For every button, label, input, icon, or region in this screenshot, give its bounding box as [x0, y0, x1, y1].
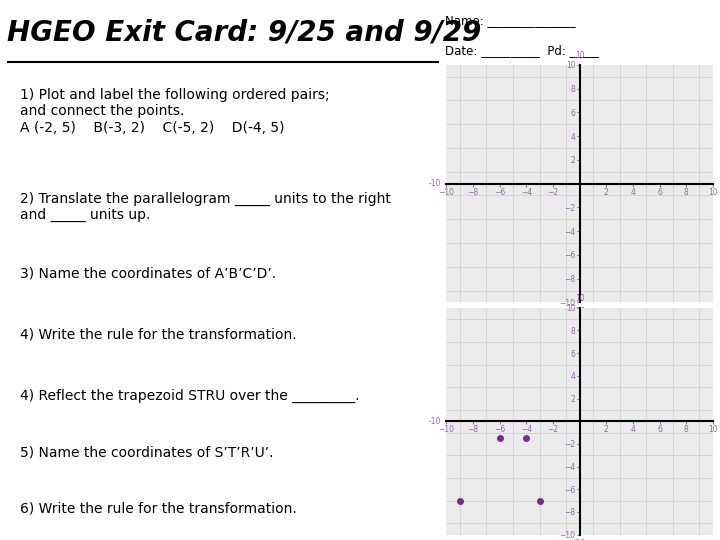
- Text: 1) Plot and label the following ordered pairs;
and connect the points.
A (-2, 5): 1) Plot and label the following ordered …: [20, 88, 330, 134]
- Text: HGEO Exit Card: 9/25 and 9/29: HGEO Exit Card: 9/25 and 9/29: [7, 18, 482, 46]
- Text: 5) Name the coordinates of S’T’R’U’.: 5) Name the coordinates of S’T’R’U’.: [20, 446, 274, 460]
- Text: 4) Reflect the trapezoid STRU over the _________.: 4) Reflect the trapezoid STRU over the _…: [20, 389, 360, 403]
- Text: Date: __________  Pd: _____: Date: __________ Pd: _____: [445, 44, 598, 57]
- Text: 4) Write the rule for the transformation.: 4) Write the rule for the transformation…: [20, 328, 297, 342]
- Text: 2) Translate the parallelogram _____ units to the right
and _____ units up.: 2) Translate the parallelogram _____ uni…: [20, 192, 391, 222]
- Text: -10: -10: [428, 179, 441, 188]
- Text: 10: 10: [575, 294, 585, 303]
- Text: -10: -10: [573, 539, 586, 540]
- Text: 10: 10: [718, 179, 720, 188]
- Text: -10: -10: [428, 417, 441, 426]
- Text: 3) Name the coordinates of A’B’C’D’.: 3) Name the coordinates of A’B’C’D’.: [20, 267, 276, 281]
- Text: Name: _______________: Name: _______________: [445, 14, 575, 28]
- Text: -10: -10: [573, 307, 586, 316]
- Text: 6) Write the rule for the transformation.: 6) Write the rule for the transformation…: [20, 502, 297, 516]
- Text: 10: 10: [575, 51, 585, 60]
- Text: 10: 10: [718, 417, 720, 426]
